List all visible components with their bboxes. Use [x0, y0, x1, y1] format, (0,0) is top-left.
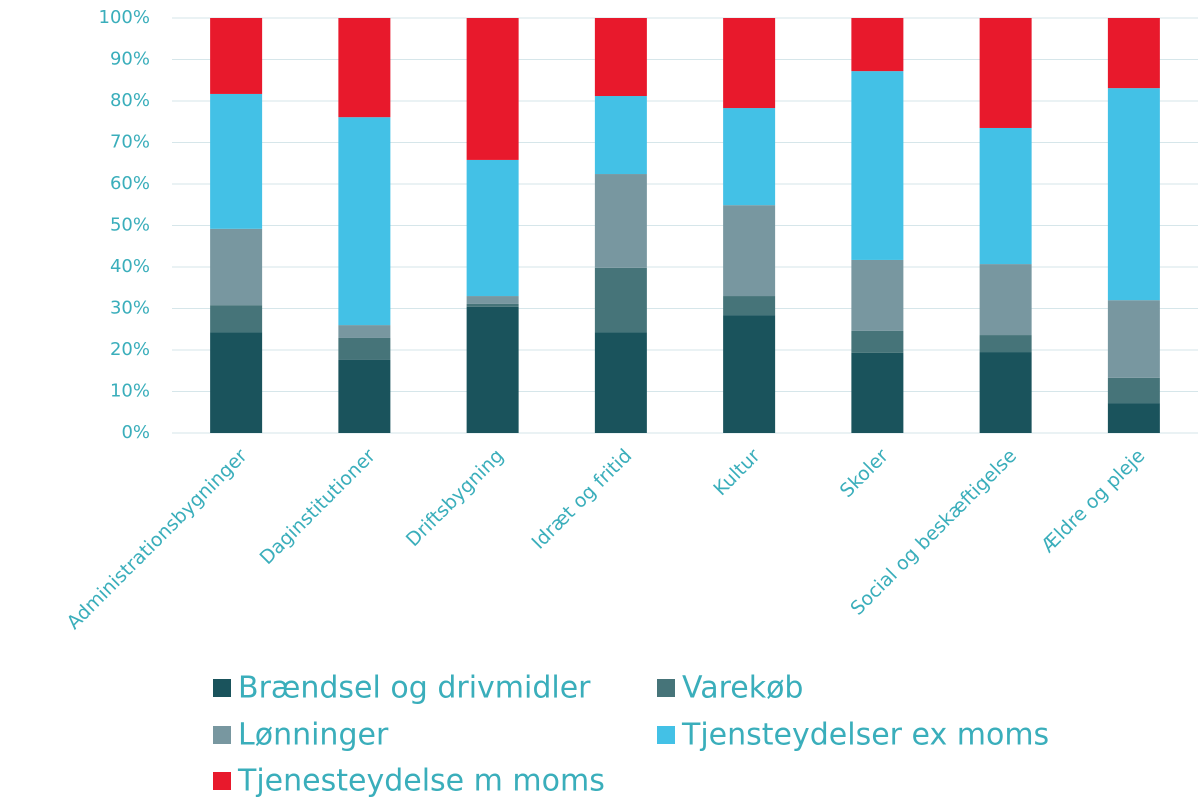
- bar-segment: [723, 18, 776, 109]
- bar-segment: [723, 315, 776, 433]
- bar-segment: [1107, 300, 1160, 378]
- bar-segment: [851, 352, 904, 433]
- bar-segment: [210, 93, 263, 229]
- x-tick-label: Ældre og pleje: [1037, 445, 1149, 557]
- bar-segment: [338, 337, 391, 360]
- y-tick-label: 60%: [110, 173, 150, 194]
- bar-segment: [210, 332, 263, 433]
- y-tick-label: 30%: [110, 298, 150, 319]
- y-tick-label: 10%: [110, 381, 150, 402]
- x-tick-label: Kultur: [709, 445, 764, 500]
- y-tick-label: 50%: [110, 215, 150, 236]
- legend-swatch: [657, 679, 675, 697]
- bar-segment: [210, 18, 263, 94]
- bar-segment: [979, 127, 1032, 265]
- legend-label: Lønninger: [238, 718, 389, 753]
- bar-segment: [594, 332, 647, 433]
- bar-segment: [723, 108, 776, 206]
- legend-swatch: [657, 726, 675, 744]
- bar-segment: [851, 259, 904, 331]
- bar-segment: [723, 296, 776, 316]
- legend-label: Varekøb: [682, 671, 803, 706]
- bar-segment: [338, 18, 391, 118]
- bar-segment: [851, 18, 904, 72]
- x-tick-label: Daginstitutioner: [256, 445, 380, 569]
- bar-segment: [210, 228, 263, 306]
- y-tick-label: 80%: [110, 90, 150, 111]
- bar-segment: [594, 174, 647, 268]
- bar-segment: [594, 18, 647, 97]
- bar-segment: [338, 325, 391, 338]
- legend-swatch: [213, 679, 231, 697]
- y-tick-label: 40%: [110, 256, 150, 277]
- bar-segment: [851, 71, 904, 260]
- bar-segment: [338, 359, 391, 433]
- y-tick-label: 100%: [99, 7, 150, 28]
- y-tick-label: 70%: [110, 132, 150, 153]
- bar-segment: [1107, 18, 1160, 89]
- bar-segment: [1107, 403, 1160, 433]
- bar-segment: [594, 267, 647, 333]
- bar-segment: [979, 18, 1032, 128]
- bar-segment: [466, 296, 519, 304]
- bar-segment: [1107, 377, 1160, 404]
- bar-segment: [979, 264, 1032, 336]
- x-tick-label: Administrationsbygninger: [63, 445, 252, 634]
- legend-label: Tjensteydelser ex moms: [681, 718, 1049, 753]
- y-tick-label: 0%: [121, 422, 150, 443]
- bar-segment: [466, 18, 519, 160]
- bar-segment: [338, 117, 391, 326]
- bar-segment: [1107, 88, 1160, 301]
- legend-swatch: [213, 726, 231, 744]
- y-tick-label: 90%: [110, 49, 150, 70]
- bar-segment: [723, 205, 776, 297]
- x-tick-label: Skoler: [836, 445, 893, 502]
- bar-segment: [851, 330, 904, 353]
- legend-label: Tjenesteydelse m moms: [237, 764, 605, 797]
- x-tick-label: Idræt og fritid: [527, 445, 636, 554]
- bar-segment: [594, 96, 647, 175]
- bar-segment: [979, 352, 1032, 433]
- bar-segment: [979, 335, 1032, 353]
- bar-segment: [466, 306, 519, 433]
- bar-segment: [466, 159, 519, 297]
- bar-segment: [210, 305, 263, 333]
- y-tick-label: 20%: [110, 339, 150, 360]
- x-tick-label: Driftsbygning: [402, 445, 508, 551]
- legend-label: Brændsel og drivmidler: [238, 671, 591, 706]
- legend-swatch: [213, 772, 231, 790]
- bar-segment: [466, 303, 519, 307]
